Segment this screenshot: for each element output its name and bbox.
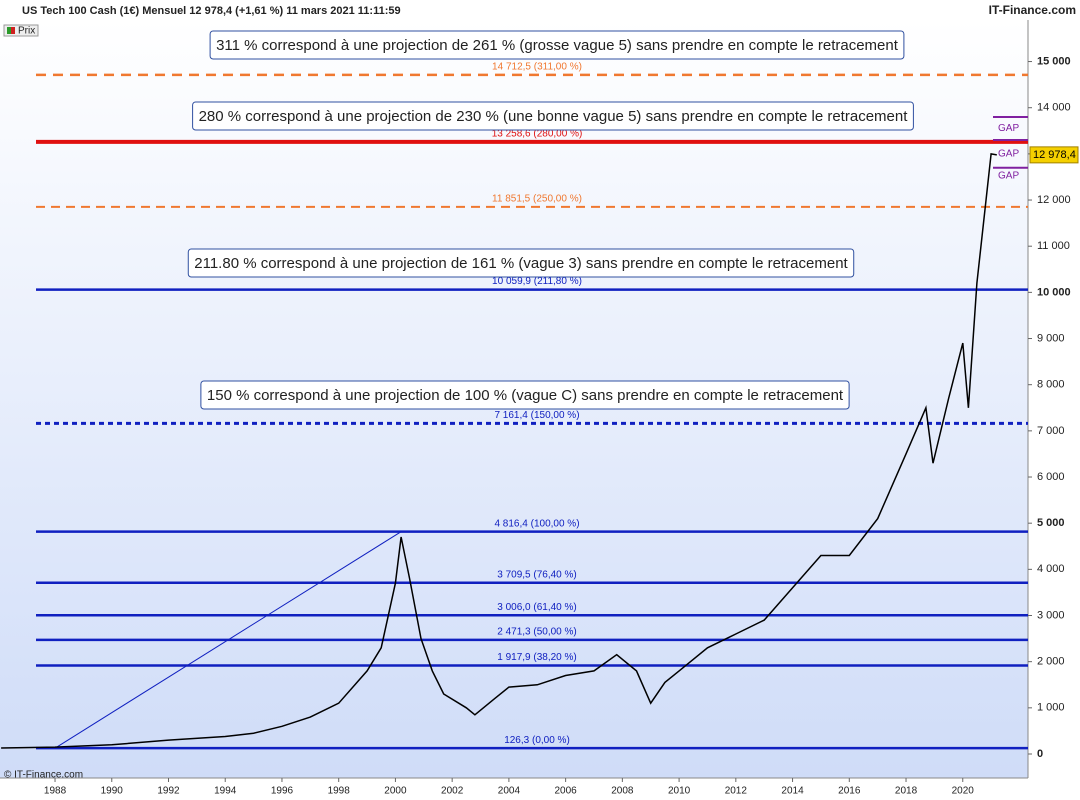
y-tick-label: 5 000 bbox=[1037, 517, 1065, 529]
y-tick-label: 9 000 bbox=[1037, 332, 1065, 344]
x-tick-label: 2014 bbox=[781, 786, 804, 797]
legend[interactable] bbox=[3, 24, 39, 37]
level-label: 13 258,6 (280,00 %) bbox=[492, 129, 583, 140]
last-price-label: 12 978,4 bbox=[1033, 149, 1076, 161]
annotation: 150 % correspond à une projection de 100… bbox=[207, 387, 844, 404]
y-tick-label: 6 000 bbox=[1037, 471, 1065, 483]
level-label: 4 816,4 (100,00 %) bbox=[494, 518, 579, 529]
level-label: 2 471,3 (50,00 %) bbox=[497, 627, 577, 638]
x-tick-label: 1994 bbox=[214, 786, 237, 797]
annotation: 280 % correspond à une projection de 230… bbox=[199, 108, 909, 125]
gap-label: GAP bbox=[998, 170, 1019, 181]
level-label: 3 709,5 (76,40 %) bbox=[497, 569, 577, 580]
y-tick-label: 8 000 bbox=[1037, 379, 1065, 391]
projection-line bbox=[54, 531, 402, 749]
x-tick-label: 2000 bbox=[384, 786, 407, 797]
gap-label: GAP bbox=[998, 123, 1019, 134]
x-tick-label: 2004 bbox=[498, 786, 521, 797]
x-tick-label: 2012 bbox=[725, 786, 748, 797]
y-tick-label: 0 bbox=[1037, 748, 1043, 760]
x-tick-label: 1998 bbox=[328, 786, 351, 797]
level-label: 10 059,9 (211,80 %) bbox=[492, 276, 582, 287]
legend-swatch bbox=[7, 27, 11, 34]
y-tick-label: 11 000 bbox=[1037, 240, 1070, 252]
x-tick-label: 2008 bbox=[611, 786, 634, 797]
annotation: 311 % correspond à une projection de 261… bbox=[216, 37, 899, 54]
x-tick-label: 1988 bbox=[44, 786, 67, 797]
last-price-box bbox=[1029, 146, 1079, 164]
gap-label: GAP bbox=[998, 149, 1019, 160]
y-tick-label: 7 000 bbox=[1037, 425, 1065, 437]
x-tick-label: 1992 bbox=[157, 786, 180, 797]
level-label: 3 006,0 (61,40 %) bbox=[497, 602, 577, 613]
y-tick-label: 15 000 bbox=[1037, 55, 1071, 67]
annotation-box bbox=[209, 30, 905, 60]
y-tick-label: 10 000 bbox=[1037, 286, 1071, 298]
level-label: 1 917,9 (38,20 %) bbox=[497, 652, 577, 663]
level-label: 11 851,5 (250,00 %) bbox=[492, 194, 582, 205]
price-line bbox=[1, 153, 997, 749]
source: IT-Finance.com bbox=[989, 3, 1076, 17]
y-tick-label: 3 000 bbox=[1037, 609, 1065, 621]
annotation-box bbox=[200, 380, 850, 410]
x-tick-label: 1996 bbox=[271, 786, 294, 797]
x-tick-label: 2006 bbox=[555, 786, 578, 797]
level-label: 7 161,4 (150,00 %) bbox=[494, 410, 579, 421]
x-tick-label: 2018 bbox=[895, 786, 918, 797]
x-tick-label: 2020 bbox=[952, 786, 975, 797]
level-label: 126,3 (0,00 %) bbox=[504, 735, 570, 746]
x-tick-label: 2016 bbox=[838, 786, 861, 797]
y-tick-label: 12 000 bbox=[1037, 194, 1071, 206]
x-tick-label: 1990 bbox=[101, 786, 124, 797]
annotation-box bbox=[192, 101, 914, 131]
y-tick-label: 2 000 bbox=[1037, 656, 1065, 668]
legend-swatch bbox=[11, 27, 15, 34]
y-tick-label: 4 000 bbox=[1037, 563, 1065, 575]
x-tick-label: 2002 bbox=[441, 786, 464, 797]
level-label: 14 712,5 (311,00 %) bbox=[492, 61, 582, 72]
copyright: © IT-Finance.com bbox=[4, 770, 83, 781]
annotation: 211.80 % correspond à une projection de … bbox=[194, 255, 848, 272]
legend-label: Prix bbox=[18, 26, 35, 37]
x-tick-label: 2010 bbox=[668, 786, 691, 797]
annotation-box bbox=[187, 248, 855, 278]
y-tick-label: 1 000 bbox=[1037, 702, 1065, 714]
chart-title: US Tech 100 Cash (1€) Mensuel 12 978,4 (… bbox=[22, 5, 401, 17]
y-tick-label: 14 000 bbox=[1037, 102, 1071, 114]
